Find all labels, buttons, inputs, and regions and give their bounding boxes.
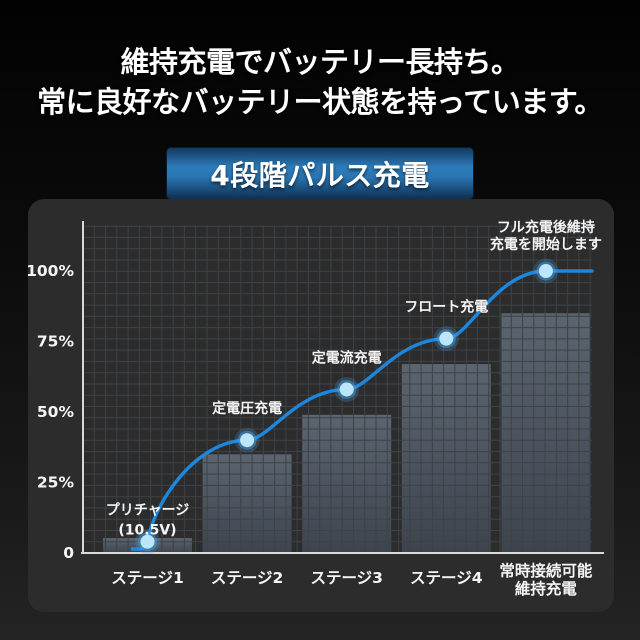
data-point [538, 264, 553, 278]
x-category-label: ステージ3 [310, 569, 382, 587]
y-tick-label: 25% [37, 474, 75, 492]
chart-title-badge: 4段階パルス充電 [166, 147, 474, 200]
point-label: プリチャージ [106, 503, 190, 519]
page-title: 維持充電でバッテリー長持ち。 常に良好なバッテリー状態を持っています。 [0, 42, 640, 122]
chart-panel: プリチャージ (10.5V) 定電圧充電 定電流充電 フロート充電 フル充電後維持 充電を開… [28, 199, 614, 612]
grid-lines [83, 225, 592, 553]
x-category-label: ステージ4 [410, 569, 483, 587]
point-label: フロート充電 [404, 299, 488, 316]
data-point [140, 534, 155, 549]
point-label: フル充電後維持 [497, 219, 595, 236]
y-tick-label: 0 [63, 544, 74, 562]
data-point [240, 433, 255, 448]
charge-chart: プリチャージ (10.5V) 定電圧充電 定電流充電 フロート充電 フル充電後維持充電を開… [28, 219, 604, 598]
data-point [439, 331, 454, 346]
x-category-label: 常時接続可能 [499, 561, 593, 580]
point-label: 充電を開始します [490, 236, 602, 253]
y-tick-label: 50% [37, 403, 75, 421]
x-category-label: ステージ2 [211, 569, 283, 587]
chart-title-label: 4段階パルス充電 [210, 158, 430, 192]
stage-bar [302, 414, 392, 553]
x-category-label: ステージ1 [111, 569, 183, 587]
x-category-label: 維持充電 [515, 579, 578, 598]
stage-bar [501, 313, 591, 553]
page-title-line2: 常に良好なバッテリー状態を持っています。 [37, 85, 603, 119]
data-point [339, 382, 354, 397]
page-title-line1: 維持充電でバッテリー長持ち。 [120, 45, 520, 79]
point-label: (10.5V) [118, 523, 176, 539]
stage-bar [202, 454, 292, 553]
y-tick-label: 100% [28, 262, 74, 280]
point-label: 定電圧充電 [212, 400, 282, 417]
y-tick-label: 75% [37, 333, 75, 351]
point-label: 定電流充電 [312, 349, 382, 366]
